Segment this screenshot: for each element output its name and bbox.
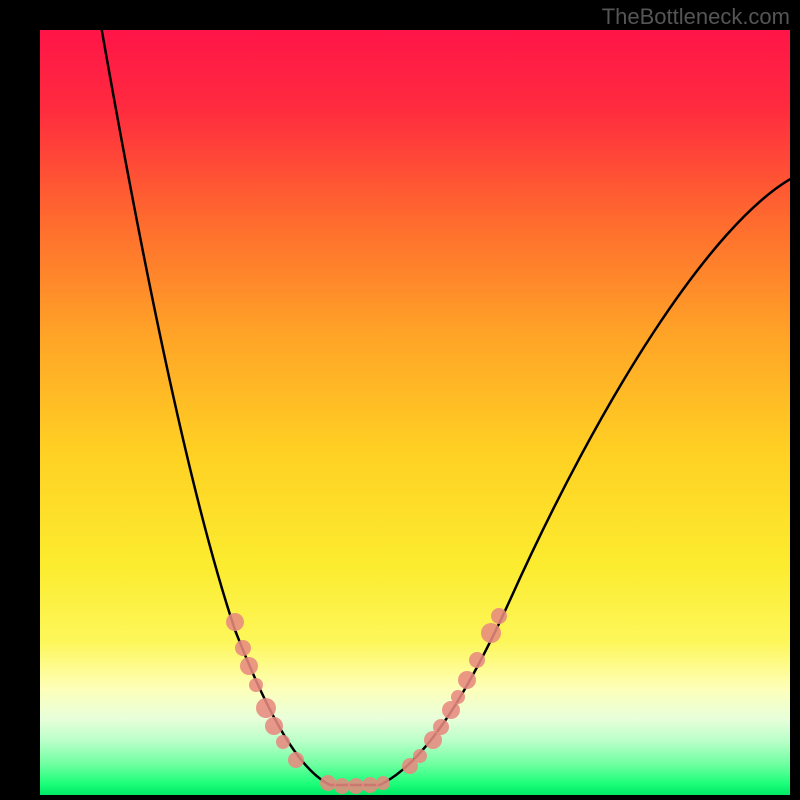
right-marker bbox=[413, 749, 427, 763]
right-marker bbox=[451, 690, 465, 704]
left-marker bbox=[288, 752, 304, 768]
left-marker bbox=[226, 613, 244, 631]
watermark-text: TheBottleneck.com bbox=[602, 4, 790, 30]
bottom-marker bbox=[334, 778, 350, 794]
left-marker bbox=[256, 698, 276, 718]
left-marker bbox=[240, 657, 258, 675]
right-marker bbox=[469, 652, 485, 668]
right-marker bbox=[481, 623, 501, 643]
right-marker bbox=[458, 671, 476, 689]
left-marker bbox=[249, 678, 263, 692]
left-marker bbox=[235, 640, 251, 656]
bottom-marker bbox=[320, 775, 336, 791]
right-marker bbox=[433, 719, 449, 735]
bottom-marker bbox=[348, 778, 364, 794]
chart-area bbox=[40, 30, 790, 795]
left-marker bbox=[276, 735, 290, 749]
left-marker bbox=[265, 717, 283, 735]
right-marker bbox=[491, 608, 507, 624]
marker-layer bbox=[40, 30, 790, 795]
bottom-marker bbox=[362, 777, 378, 793]
bottom-marker bbox=[376, 776, 390, 790]
